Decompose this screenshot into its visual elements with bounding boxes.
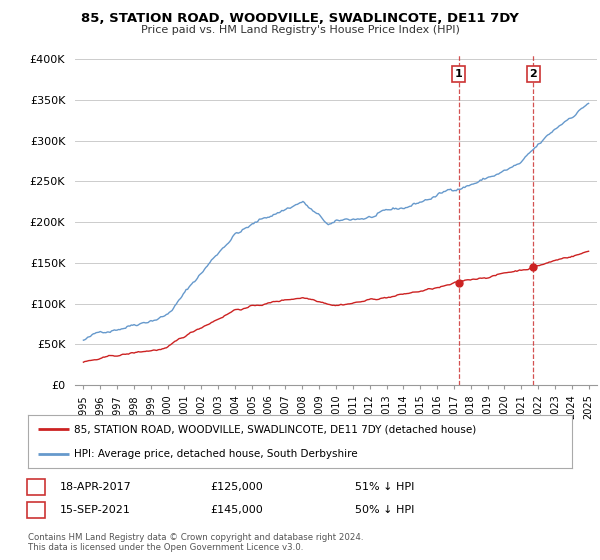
Text: 18-APR-2017: 18-APR-2017 xyxy=(60,482,132,492)
Text: £125,000: £125,000 xyxy=(210,482,263,492)
Text: Contains HM Land Registry data © Crown copyright and database right 2024.
This d: Contains HM Land Registry data © Crown c… xyxy=(28,533,364,552)
Text: 51% ↓ HPI: 51% ↓ HPI xyxy=(355,482,415,492)
Text: 85, STATION ROAD, WOODVILLE, SWADLINCOTE, DE11 7DY (detached house): 85, STATION ROAD, WOODVILLE, SWADLINCOTE… xyxy=(74,424,476,435)
Text: 1: 1 xyxy=(455,69,463,79)
Text: Price paid vs. HM Land Registry's House Price Index (HPI): Price paid vs. HM Land Registry's House … xyxy=(140,25,460,35)
Text: 15-SEP-2021: 15-SEP-2021 xyxy=(60,505,131,515)
Text: 85, STATION ROAD, WOODVILLE, SWADLINCOTE, DE11 7DY: 85, STATION ROAD, WOODVILLE, SWADLINCOTE… xyxy=(81,12,519,25)
Text: 2: 2 xyxy=(529,69,537,79)
Text: 1: 1 xyxy=(32,482,40,492)
Text: 2: 2 xyxy=(32,505,40,515)
Text: £145,000: £145,000 xyxy=(210,505,263,515)
Text: HPI: Average price, detached house, South Derbyshire: HPI: Average price, detached house, Sout… xyxy=(74,449,358,459)
Text: 50% ↓ HPI: 50% ↓ HPI xyxy=(355,505,415,515)
